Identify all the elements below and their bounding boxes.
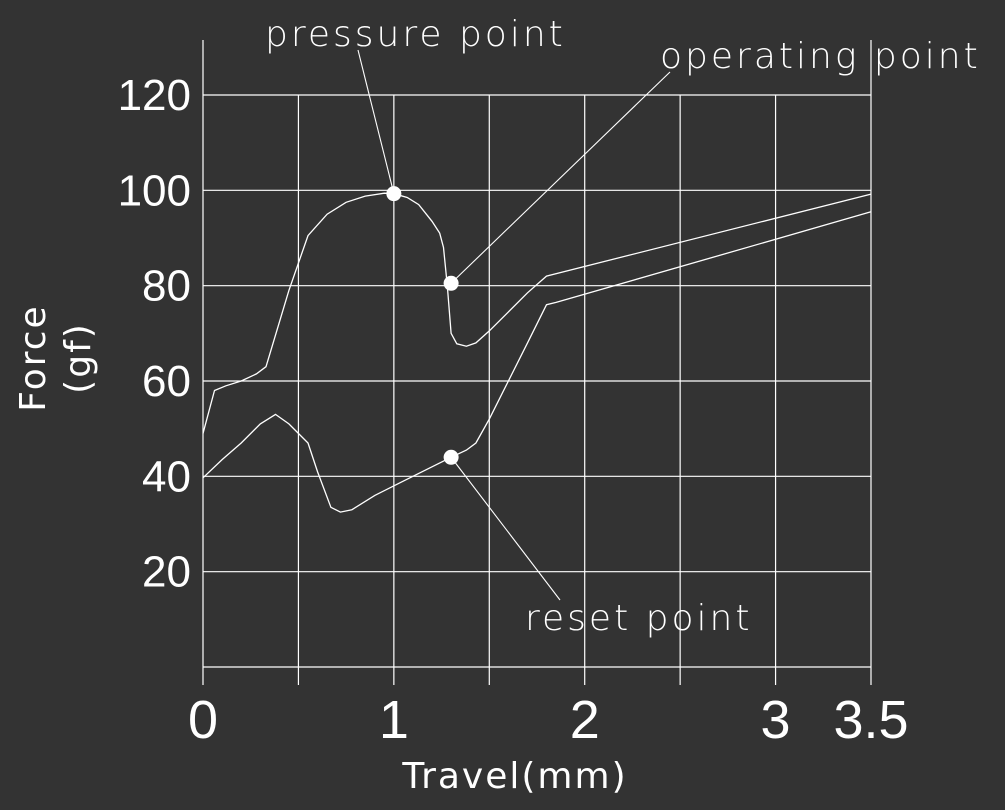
y-tick-label: 40: [142, 452, 191, 501]
annotation-leader: [450, 456, 561, 601]
y-tick-label: 120: [118, 71, 191, 120]
y-tick-label: 100: [118, 166, 191, 215]
annotation-leader: [450, 71, 671, 284]
y-axis-label-line1: Force: [13, 304, 54, 411]
annotations: pressure point operating point reset point: [265, 14, 981, 639]
annotation-marker: [443, 449, 459, 465]
curves: [202, 192, 872, 513]
x-tick-label: 0: [188, 690, 218, 750]
annotation-label: reset point: [525, 598, 752, 639]
x-tick-label: 3.5: [833, 690, 908, 750]
annotation-leader: [357, 49, 395, 194]
annotation-label: pressure point: [265, 14, 566, 55]
grid: [202, 40, 872, 685]
y-tick-label: 60: [142, 357, 191, 406]
x-tick-label: 3: [761, 690, 791, 750]
annotation-label: operating point: [660, 36, 981, 77]
tick-labels: 20 40 60 80 100 120 0 1 2 3 3.5: [118, 71, 909, 750]
x-tick-label: 2: [570, 690, 600, 750]
force-curve-press: [202, 192, 872, 434]
y-axis-label-line2: (gf): [58, 322, 99, 394]
annotation-marker: [443, 275, 459, 291]
x-tick-label: 1: [379, 690, 409, 750]
y-tick-label: 80: [142, 262, 191, 311]
annotation-marker: [386, 186, 402, 202]
x-axis-label: Travel(mm): [401, 756, 627, 797]
y-tick-label: 20: [142, 548, 191, 597]
force-curve-release: [202, 211, 872, 513]
